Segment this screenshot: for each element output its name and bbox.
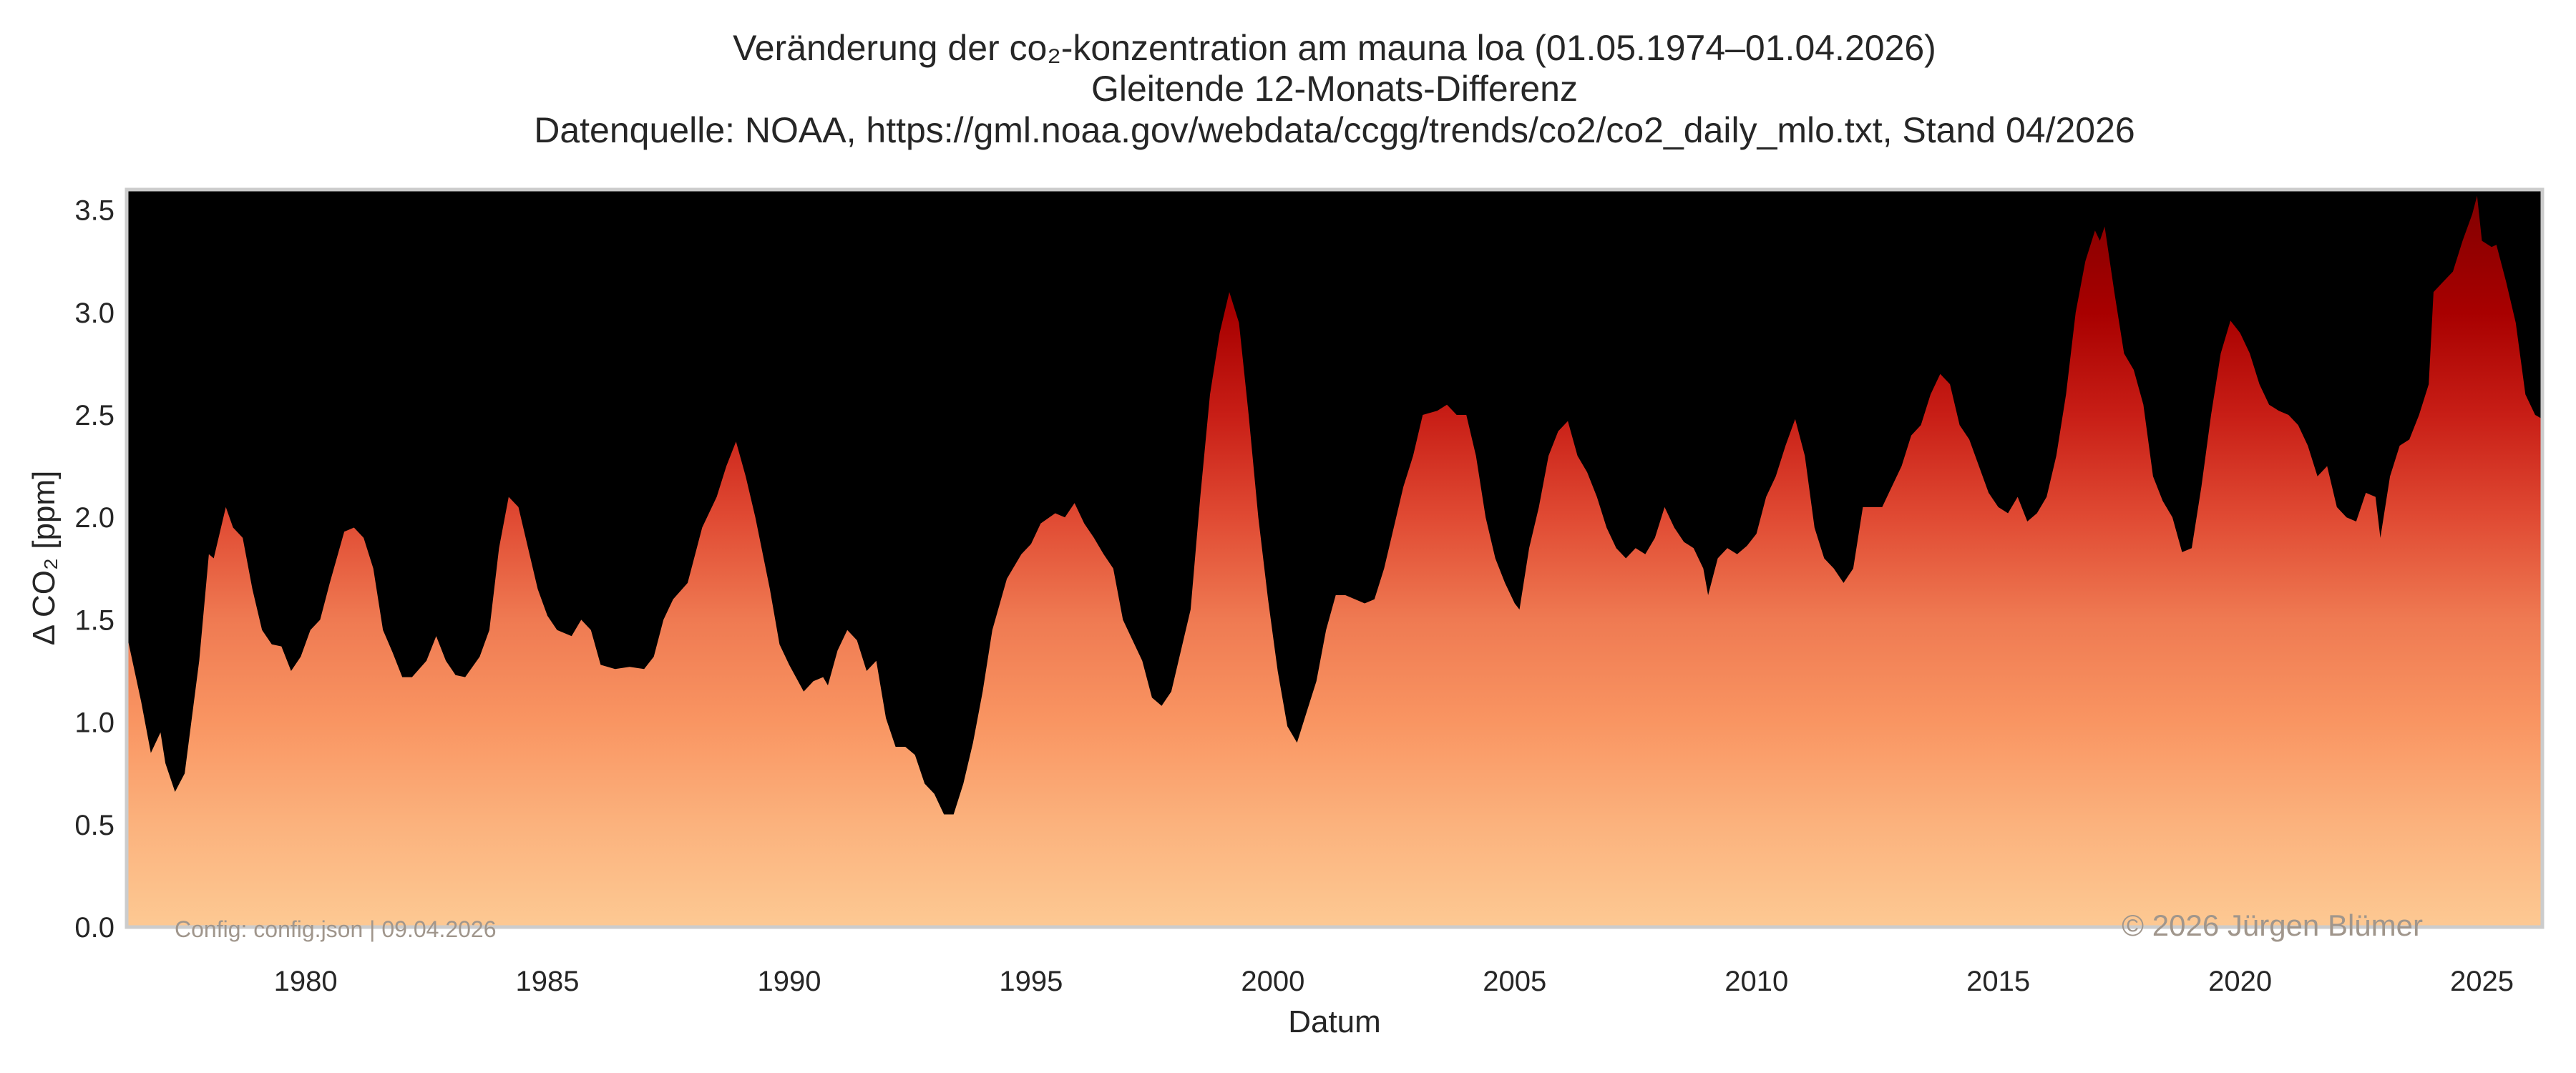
chart-title: Veränderung der co₂-konzentration am mau… [733,28,1936,68]
y-tick-label: 2.5 [74,400,114,431]
x-tick-label: 1990 [757,966,821,997]
y-tick-label: 3.0 [74,298,114,329]
chart-subtitle: Gleitende 12-Monats-Differenz [1091,69,1578,109]
chart-source: Datenquelle: NOAA, https://gml.noaa.gov/… [534,110,2135,150]
x-tick-label: 1985 [516,966,580,997]
x-axis-label: Datum [1288,1004,1381,1039]
co2-difference-area [127,195,2542,928]
plot-frame [125,187,2545,929]
y-tick-label: 1.5 [74,604,114,636]
x-tick-label: 2000 [1241,966,1304,997]
x-tick-label: 2020 [2208,966,2272,997]
config-watermark: Config: config.json | 09.04.2026 [175,916,497,942]
x-tick-label: 1980 [274,966,338,997]
y-ticks: 0.0 0.5 1.0 1.5 2.0 2.5 3.0 3.5 [74,195,114,944]
x-tick-label: 2015 [1966,966,2030,997]
x-tick-label: 2005 [1483,966,1546,997]
y-tick-label: 0.0 [74,912,114,944]
y-tick-label: 0.5 [74,810,114,841]
y-tick-label: 2.0 [74,502,114,534]
x-tick-label: 1995 [999,966,1063,997]
y-tick-label: 3.5 [74,195,114,227]
x-tick-label: 2010 [1724,966,1788,997]
y-tick-label: 1.0 [74,707,114,739]
x-ticks: 1980 1985 1990 1995 2000 2005 2010 2015 2020 2025 [274,966,2514,997]
copyright-watermark: © 2026 Jürgen Blümer [2122,908,2423,942]
x-tick-label: 2025 [2450,966,2514,997]
y-axis-label: Δ CO₂ [ppm] [26,471,62,646]
